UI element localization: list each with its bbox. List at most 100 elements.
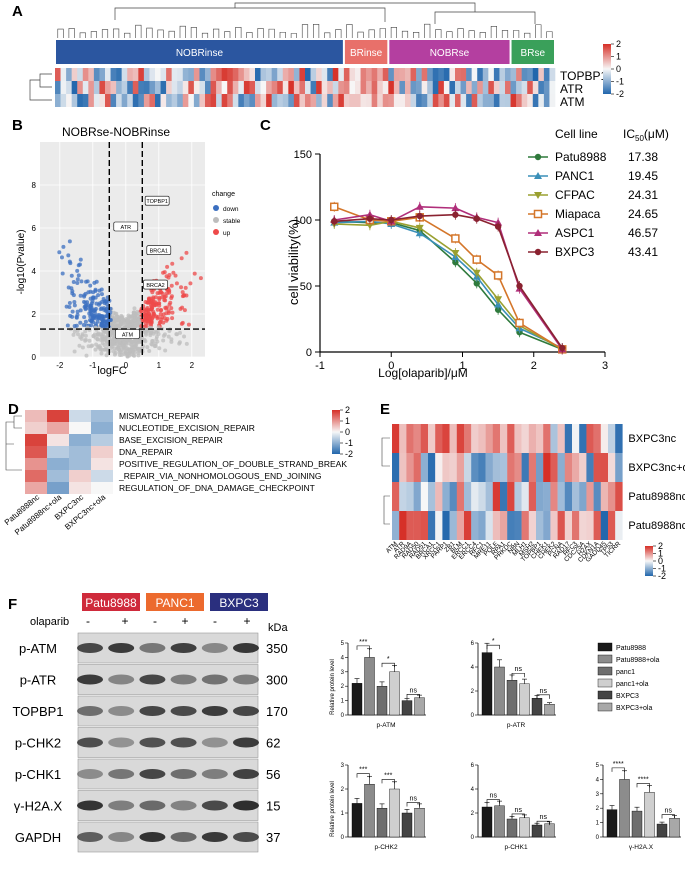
- group-label: BRinse: [350, 48, 383, 59]
- b-ytick: 4: [32, 267, 37, 276]
- b-ytick: 8: [32, 181, 37, 190]
- blot-band: [233, 800, 259, 811]
- e-cell: [392, 482, 400, 511]
- e-cell: [557, 424, 565, 453]
- volcano-point: [181, 293, 186, 298]
- heat-cell: [271, 81, 278, 94]
- volcano-point: [142, 324, 147, 329]
- volcano-point: [150, 338, 155, 343]
- volcano-point: [157, 297, 162, 302]
- bar-p-atr: [494, 666, 505, 716]
- bar-γ-h2a.x: [656, 823, 668, 838]
- volcano-point: [80, 345, 85, 350]
- volcano-point: [72, 299, 77, 304]
- heat-cell: [399, 68, 406, 81]
- heat-cell: [110, 81, 117, 94]
- panel-e-heatmap-cells: ATMATRRAD9ARAD50RAD51BRCA1XRCC1PARP1ZB1B…: [381, 424, 685, 564]
- heat-cell: [399, 81, 406, 94]
- volcano-point: [150, 342, 155, 347]
- blot-band: [233, 832, 259, 842]
- d-cell: [91, 482, 113, 494]
- panel-b-title: NOBRse-NOBRinse: [62, 125, 170, 139]
- volcano-point: [102, 307, 107, 312]
- significance-mark: ns: [515, 666, 523, 673]
- heat-cell: [510, 68, 517, 81]
- heat-cell: [238, 94, 245, 107]
- blot-kda: 56: [266, 767, 280, 782]
- e-cell: [399, 482, 407, 511]
- legend-marker: [534, 248, 542, 256]
- blot-strips: p-ATM 350 p-ATR 300 TOPBP1 170 p-CHK2 62 p-CHK1 5…: [12, 632, 288, 853]
- heat-cell: [521, 68, 528, 81]
- volcano-point: [61, 244, 66, 249]
- panel-b-legend: down stable up: [213, 205, 241, 237]
- volcano-point: [99, 351, 104, 356]
- e-cell: [593, 482, 601, 511]
- e-cell: [514, 453, 522, 482]
- heat-cell: [527, 68, 534, 81]
- point-cfpac: [415, 224, 424, 232]
- blot-band: [201, 832, 228, 842]
- e-cell: [406, 453, 414, 482]
- d-colorbar-tick: 1: [345, 416, 350, 426]
- e-row-label: Patu8988nc+ola: [628, 520, 685, 532]
- blot-band: [170, 737, 197, 748]
- point-bxpc3: [331, 218, 338, 225]
- e-cell: [608, 511, 616, 540]
- legend-ic50-patu8988: 17.38: [628, 150, 658, 164]
- heat-cell: [527, 94, 534, 107]
- blot-label: p-CHK1: [15, 767, 61, 782]
- heat-cell: [343, 81, 350, 94]
- heat-cell: [316, 94, 322, 107]
- heat-cell: [305, 94, 311, 107]
- bar-ylabel-bottom: Relative protein level: [330, 781, 336, 837]
- volcano-point: [156, 325, 161, 330]
- heat-cell: [305, 68, 311, 81]
- volcano-point: [147, 315, 152, 320]
- treatment-mark: +: [121, 614, 128, 628]
- e-cell: [514, 424, 522, 453]
- blot-band: [201, 643, 228, 653]
- e-cell: [586, 424, 594, 453]
- heat-cell: [505, 81, 511, 94]
- heat-cell: [316, 81, 322, 94]
- e-cell: [478, 424, 486, 453]
- e-cell: [500, 482, 508, 511]
- volcano-point: [144, 314, 149, 319]
- quantification-bar-charts: Relative protein level Relative protein l…: [330, 638, 681, 851]
- d-colorbar-tick: -1: [345, 438, 353, 448]
- volcano-point: [64, 304, 69, 309]
- panel-d-colorbar: 210-1-2: [332, 405, 353, 459]
- legend-name-miapaca: Miapaca: [555, 207, 601, 221]
- volcano-point: [102, 343, 107, 348]
- heat-cell: [249, 81, 256, 94]
- volcano-point: [59, 255, 64, 260]
- e-cell: [442, 424, 450, 453]
- heat-cell: [549, 68, 556, 81]
- heat-cell: [60, 94, 67, 107]
- heat-cell: [66, 68, 72, 81]
- heat-cell: [160, 81, 167, 94]
- blot-band: [139, 832, 166, 842]
- bar-ytick: 2: [341, 684, 345, 690]
- heat-cell: [427, 94, 434, 107]
- heat-cell: [99, 94, 106, 107]
- volcano-point: [112, 346, 117, 351]
- volcano-point: [87, 338, 92, 343]
- volcano-point: [99, 321, 104, 326]
- heat-cell: [288, 81, 295, 94]
- volcano-point: [155, 339, 160, 344]
- blot-strip: [77, 821, 259, 853]
- group-label: NOBRse: [430, 48, 470, 59]
- volcano-point: [120, 316, 125, 321]
- volcano-point: [163, 294, 168, 299]
- e-cell: [478, 482, 486, 511]
- heat-cell: [93, 94, 100, 107]
- e-cell: [492, 424, 501, 453]
- heat-cell: [371, 94, 378, 107]
- volcano-point: [122, 340, 127, 345]
- panel-b-label: B: [12, 117, 23, 134]
- volcano-point: [67, 300, 72, 305]
- volcano-point: [110, 314, 115, 319]
- heat-cell: [238, 68, 245, 81]
